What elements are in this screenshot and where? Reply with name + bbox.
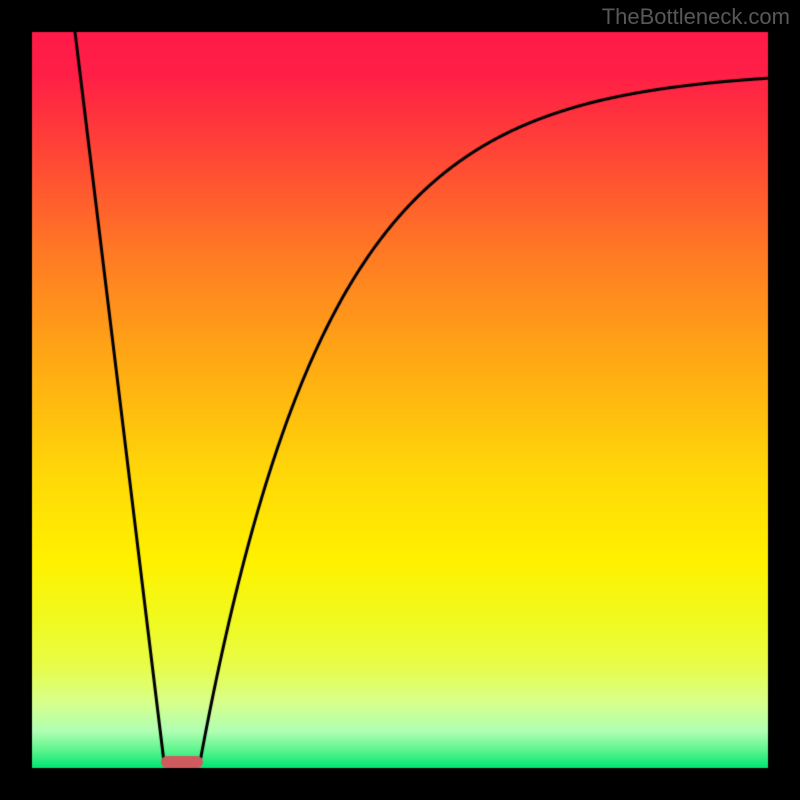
watermark-text: TheBottleneck.com	[602, 4, 790, 30]
bottleneck-chart-canvas	[0, 0, 800, 800]
chart-container: TheBottleneck.com	[0, 0, 800, 800]
